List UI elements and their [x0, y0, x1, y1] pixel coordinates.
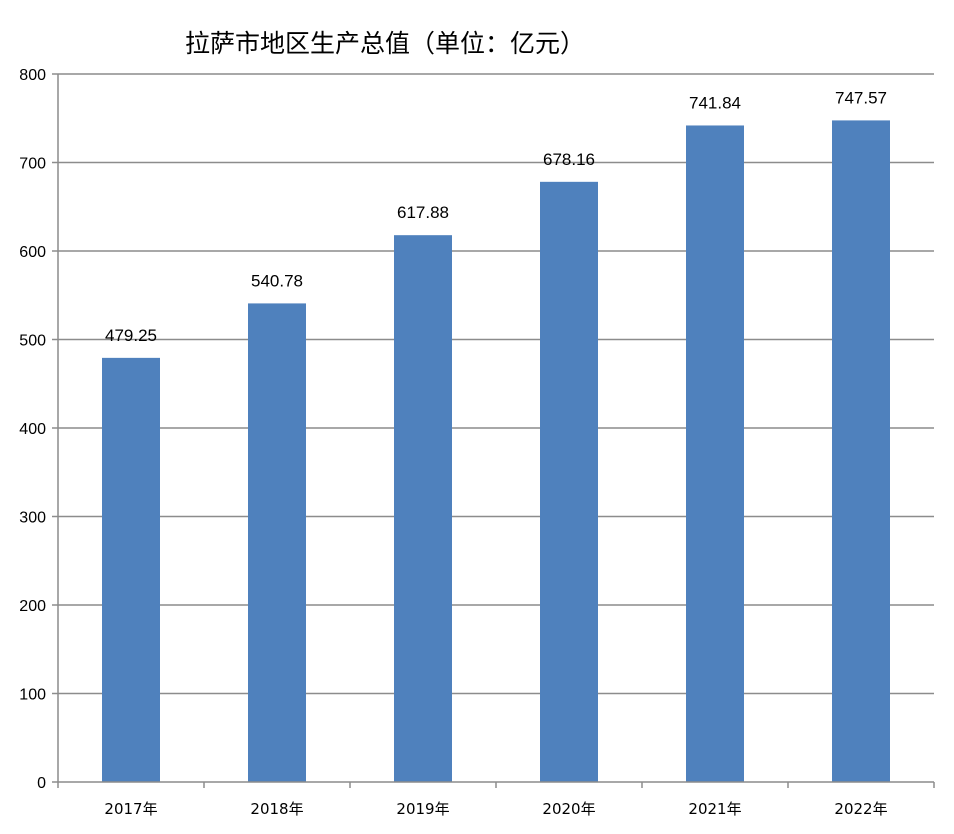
- y-tick-label: 300: [19, 510, 46, 527]
- x-axis-categories: 2017年 2018年 2019年 2020年 2021年 2022年: [104, 800, 887, 818]
- data-label: 479.25: [105, 326, 157, 345]
- bars: [102, 120, 890, 783]
- y-axis-ticks: 0 100 200 300 400 500 600 700 800: [19, 67, 58, 792]
- chart-title: 拉萨市地区生产总值（单位：亿元）: [185, 29, 585, 58]
- bar: [540, 181, 598, 783]
- y-tick-label: 800: [19, 67, 46, 84]
- x-category-label: 2018年: [250, 800, 303, 818]
- y-tick-label: 200: [19, 598, 46, 615]
- data-label: 747.57: [835, 88, 887, 107]
- x-category-label: 2020年: [542, 800, 595, 818]
- x-category-label: 2019年: [396, 800, 449, 818]
- bar: [248, 303, 306, 782]
- y-tick-label: 400: [19, 421, 46, 438]
- y-tick-label: 0: [37, 775, 46, 792]
- gridlines: [58, 73, 934, 695]
- data-label: 540.78: [251, 271, 303, 290]
- bar: [394, 235, 452, 782]
- x-category-label: 2017年: [104, 800, 157, 818]
- x-category-label: 2022年: [834, 800, 887, 818]
- data-label: 741.84: [689, 93, 741, 112]
- y-tick-label: 700: [19, 156, 46, 173]
- y-tick-label: 500: [19, 333, 46, 350]
- bar: [832, 120, 890, 782]
- axes: [57, 74, 935, 788]
- y-tick-label: 600: [19, 244, 46, 261]
- y-tick-label: 100: [19, 687, 46, 704]
- x-category-label: 2021年: [688, 800, 741, 818]
- data-label: 678.16: [543, 150, 595, 169]
- data-label: 617.88: [397, 203, 449, 222]
- bar: [102, 357, 160, 782]
- bar: [686, 125, 744, 782]
- data-labels: 479.25 540.78 617.88 678.16 741.84 747.57: [105, 88, 887, 344]
